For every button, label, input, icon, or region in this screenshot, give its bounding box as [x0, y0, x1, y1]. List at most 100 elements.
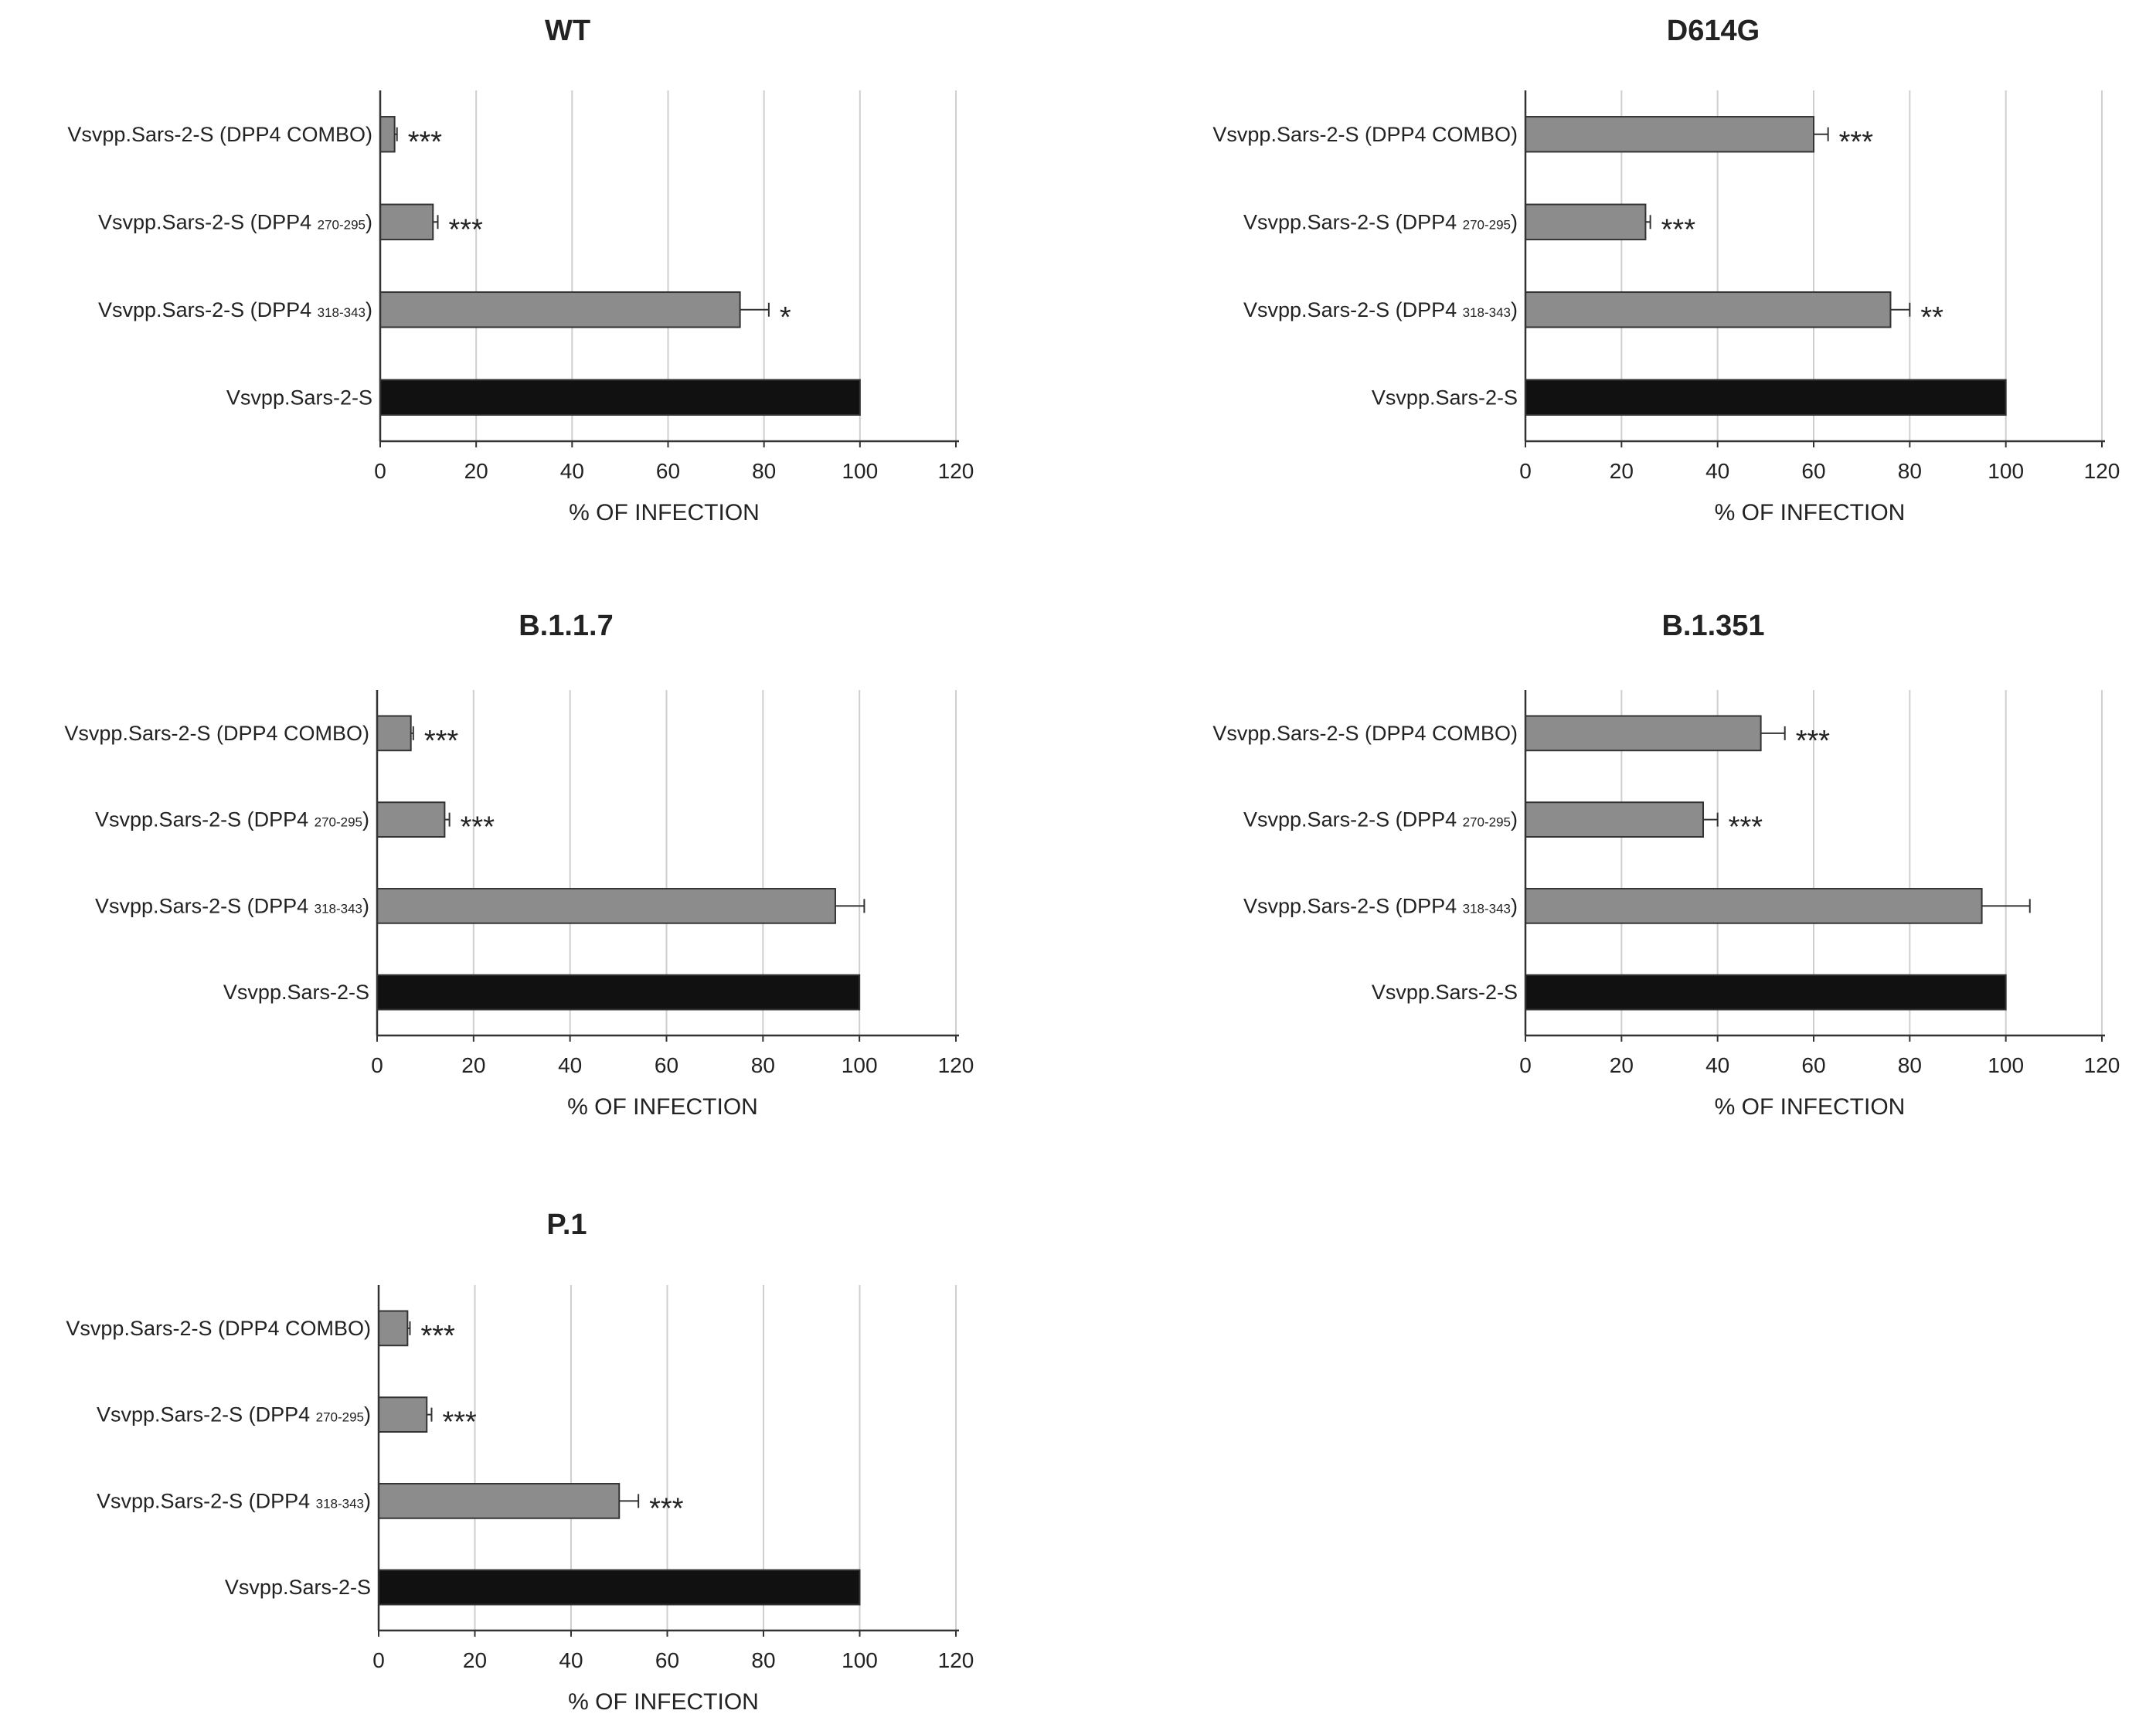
category-label-range: 270-295: [318, 217, 366, 232]
x-axis-label: % OF INFECTION: [568, 1689, 759, 1715]
x-tick-label: 80: [751, 1053, 775, 1077]
bar: [376, 715, 412, 752]
category-label-text: Vsvpp.Sars-2-S (DPP4: [95, 894, 315, 917]
panel-title: D614G: [1667, 15, 1760, 47]
x-tick-label: 0: [1519, 1053, 1532, 1077]
category-label: Vsvpp.Sars-2-S: [225, 1576, 371, 1599]
category-label-range: 270-295: [1463, 217, 1511, 232]
bar: [1525, 203, 1647, 240]
category-label-text: Vsvpp.Sars-2-S (DPP4 COMBO): [1212, 123, 1518, 146]
category-label-range: 318-343: [1463, 901, 1511, 916]
category-label-text: Vsvpp.Sars-2-S (DPP4: [98, 298, 318, 321]
x-tick-label: 100: [1988, 459, 2024, 483]
category-label-close: ): [364, 1403, 371, 1426]
category-label: Vsvpp.Sars-2-S: [223, 981, 369, 1004]
category-label: Vsvpp.Sars-2-S (DPP4 270-295): [1243, 210, 1518, 233]
x-tick-label: 60: [655, 1648, 679, 1672]
category-label-text: Vsvpp.Sars-2-S (DPP4 COMBO): [67, 123, 372, 146]
x-axis-label: % OF INFECTION: [567, 1094, 758, 1120]
category-label: Vsvpp.Sars-2-S (DPP4 318-343): [98, 298, 372, 321]
bar: [1525, 715, 1762, 752]
significance-marker: ***: [442, 1406, 477, 1439]
category-label: Vsvpp.Sars-2-S (DPP4 318-343): [1243, 298, 1518, 321]
x-tick-label: 60: [1801, 459, 1825, 483]
bar: [376, 801, 446, 838]
x-tick-label: 80: [1898, 1053, 1922, 1077]
category-label-close: ): [366, 210, 372, 233]
category-label-close: ): [366, 298, 372, 321]
category-label-range: 318-343: [318, 305, 366, 320]
category-label-text: Vsvpp.Sars-2-S (DPP4: [1243, 298, 1463, 321]
x-tick-label: 0: [1519, 459, 1532, 483]
category-label-text: Vsvpp.Sars-2-S (DPP4: [95, 808, 315, 831]
x-tick-label: 120: [938, 1648, 974, 1672]
x-tick-label: 80: [1898, 459, 1922, 483]
bar: [379, 291, 741, 328]
x-tick-label: 120: [938, 1053, 974, 1077]
category-label-text: Vsvpp.Sars-2-S (DPP4: [1243, 808, 1463, 831]
bar: [1525, 291, 1892, 328]
x-tick-label: 60: [655, 1053, 678, 1077]
x-tick-label: 100: [842, 1053, 878, 1077]
panel-d614g: D614G *** Vsvpp.Sars-2-S (DPP4 COMBO) *** Vs…: [1212, 15, 2120, 525]
category-label: Vsvpp.Sars-2-S (DPP4 COMBO): [66, 1317, 371, 1340]
bar: [376, 888, 836, 924]
bar: [1525, 888, 1983, 924]
x-axis-label: % OF INFECTION: [1715, 500, 1906, 525]
category-label-close: ): [1511, 808, 1518, 831]
category-label-close: ): [1511, 210, 1518, 233]
bar: [1525, 116, 1814, 153]
significance-marker: *: [780, 301, 791, 334]
category-label: Vsvpp.Sars-2-S (DPP4 270-295): [98, 210, 372, 233]
significance-marker: ***: [408, 126, 443, 158]
x-tick-label: 60: [656, 459, 680, 483]
x-tick-label: 40: [1705, 1053, 1729, 1077]
significance-marker: ***: [461, 811, 495, 844]
x-tick-label: 20: [461, 1053, 485, 1077]
x-tick-label: 80: [751, 1648, 775, 1672]
category-label: Vsvpp.Sars-2-S (DPP4 318-343): [1243, 894, 1518, 917]
x-tick-label: 0: [371, 1053, 383, 1077]
bar: [378, 1569, 861, 1606]
bar: [378, 1310, 409, 1347]
category-label-text: Vsvpp.Sars-2-S (DPP4 COMBO): [64, 722, 369, 745]
bar: [378, 1483, 621, 1519]
bar: [379, 116, 396, 153]
category-label: Vsvpp.Sars-2-S: [1372, 981, 1518, 1004]
category-label-text: Vsvpp.Sars-2-S (DPP4 COMBO): [1212, 722, 1518, 745]
x-tick-label: 100: [842, 1648, 878, 1672]
panel-p1: P.1 *** Vsvpp.Sars-2-S (DPP4 COMBO) *** Vsvp…: [66, 1209, 974, 1715]
x-tick-label: 0: [372, 1648, 385, 1672]
category-label-close: ): [364, 1489, 371, 1512]
category-label: Vsvpp.Sars-2-S: [226, 386, 372, 409]
category-label-text: Vsvpp.Sars-2-S: [225, 1576, 371, 1599]
x-tick-label: 100: [842, 459, 878, 483]
x-tick-label: 40: [560, 459, 584, 483]
panel-title: WT: [545, 15, 590, 47]
significance-marker: ***: [1661, 213, 1696, 246]
x-tick-label: 20: [1610, 459, 1634, 483]
category-label: Vsvpp.Sars-2-S (DPP4 COMBO): [1212, 722, 1518, 745]
category-label-text: Vsvpp.Sars-2-S (DPP4: [97, 1403, 316, 1426]
category-label-text: Vsvpp.Sars-2-S: [1372, 386, 1518, 409]
bar: [376, 974, 861, 1011]
category-label-text: Vsvpp.Sars-2-S (DPP4: [1243, 894, 1463, 917]
panel-b117: B.1.1.7 *** Vsvpp.Sars-2-S (DPP4 COMBO) ***…: [64, 610, 974, 1120]
category-label: Vsvpp.Sars-2-S (DPP4 COMBO): [67, 123, 372, 146]
category-label-range: 318-343: [1463, 305, 1511, 320]
category-label-text: Vsvpp.Sars-2-S (DPP4: [98, 210, 318, 233]
x-axis-label: % OF INFECTION: [569, 500, 760, 525]
category-label: Vsvpp.Sars-2-S (DPP4 270-295): [95, 808, 369, 831]
significance-marker: **: [1920, 301, 1943, 334]
x-tick-label: 40: [1705, 459, 1729, 483]
category-label-range: 270-295: [315, 815, 362, 830]
category-label-text: Vsvpp.Sars-2-S (DPP4: [97, 1489, 316, 1512]
x-tick-label: 0: [374, 459, 386, 483]
x-tick-label: 20: [1610, 1053, 1634, 1077]
significance-marker: ***: [1729, 811, 1763, 844]
bar: [378, 1396, 428, 1433]
category-label-range: 270-295: [316, 1410, 364, 1425]
category-label-text: Vsvpp.Sars-2-S: [226, 386, 372, 409]
significance-marker: ***: [420, 1320, 455, 1352]
bar: [1525, 974, 2007, 1011]
